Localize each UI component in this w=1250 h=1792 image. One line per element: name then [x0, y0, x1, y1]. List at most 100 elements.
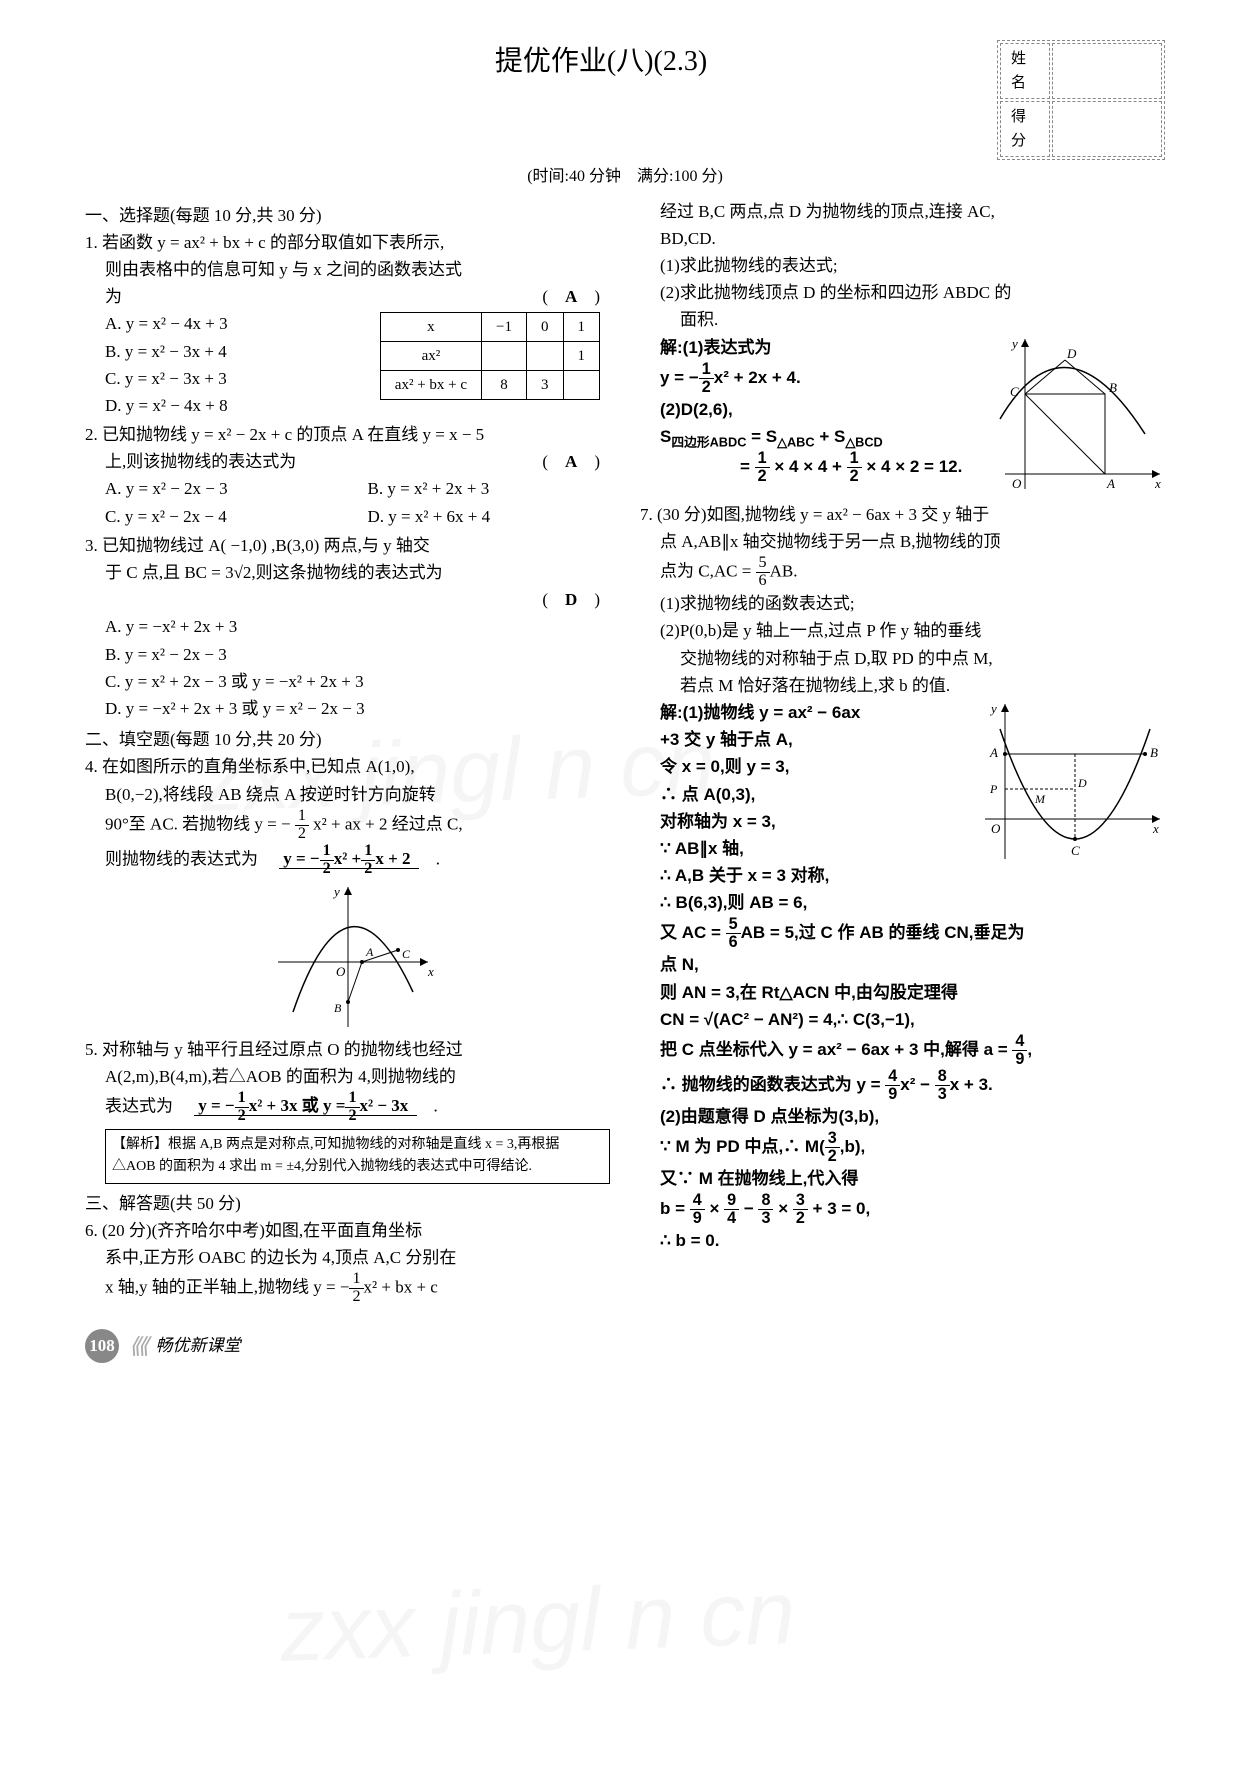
q1-table: x−101 ax²1 ax² + bx + c83 [380, 312, 600, 400]
section-3-title: 三、解答题(共 50 分) [85, 1190, 610, 1217]
q2-choice-A: A. y = x² − 2x − 3 [85, 475, 348, 502]
svg-text:M: M [1034, 792, 1046, 806]
q2-answer: ( A ) [542, 448, 600, 475]
q6-line5: BD,CD. [640, 225, 1165, 252]
question-6-cont: 经过 B,C 两点,点 D 为抛物线的顶点,连接 AC, BD,CD. (1)求… [640, 198, 1165, 485]
q7-l9: 点 N, [640, 951, 1165, 978]
svg-text:x: x [1152, 821, 1159, 836]
svg-text:x: x [1154, 476, 1161, 491]
q7-sub2c: 若点 M 恰好落在抛物线上,求 b 的值. [640, 672, 1165, 699]
q7-line3: 点为 C,AC = 56AB. [640, 555, 1165, 590]
q4-line4: 则抛物线的表达式为 y = −12x² +12x + 2 . [85, 843, 610, 878]
svg-text:C: C [1071, 843, 1080, 858]
q1-answer: ( A ) [542, 283, 600, 310]
question-7: 7. (30 分)如图,抛物线 y = ax² − 6ax + 3 交 y 轴于… [640, 501, 1165, 1254]
svg-text:D: D [1077, 776, 1087, 790]
question-3: 3. 已知抛物线过 A( −1,0) ,B(3,0) 两点,与 y 轴交 于 C… [85, 532, 610, 722]
svg-text:C: C [402, 947, 411, 961]
q4-figure: x y O A B C [258, 882, 438, 1032]
svg-text:y: y [332, 884, 340, 899]
svg-text:P: P [989, 782, 998, 796]
svg-text:O: O [1012, 476, 1022, 491]
q5-line2: A(2,m),B(4,m),若△AOB 的面积为 4,则抛物线的 [85, 1063, 610, 1090]
q7-l14: (2)由题意得 D 点坐标为(3,b), [640, 1103, 1165, 1130]
q3-choice-A: A. y = −x² + 2x + 3 [85, 613, 610, 640]
question-2: 2. 已知抛物线 y = x² − 2x + c 的顶点 A 在直线 y = x… [85, 421, 610, 530]
q4-line3: 90°至 AC. 若抛物线 y = − 12 x² + ax + 2 经过点 C… [85, 808, 610, 843]
question-5: 5. 对称轴与 y 轴平行且经过原点 O 的抛物线也经过 A(2,m),B(4,… [85, 1036, 610, 1184]
q5-line3: 表达式为 y = −12x² + 3x 或 y =12x² − 3x . [85, 1090, 610, 1125]
name-blank [1052, 43, 1162, 99]
q7-l7: ∴ B(6,3),则 AB = 6, [640, 889, 1165, 916]
q5-analysis: 【解析】根据 A,B 两点是对称点,可知抛物线的对称轴是直线 x = 3,再根据… [105, 1129, 610, 1184]
q6-sub2a: (2)求此抛物线顶点 D 的坐标和四边形 ABDC 的 [640, 279, 1165, 306]
q6-figure: x y O A B C D [985, 334, 1165, 494]
section-1-title: 一、选择题(每题 10 分,共 30 分) [85, 202, 610, 229]
q7-l13: ∴ 抛物线的函数表达式为 y = 49x² − 83x + 3. [640, 1068, 1165, 1103]
watermark: zxx jingl n cn [278, 1541, 798, 1703]
q1-line2: 则由表格中的信息可知 y 与 x 之间的函数表达式 [85, 256, 610, 283]
svg-text:A: A [1106, 476, 1115, 491]
svg-text:O: O [336, 964, 346, 979]
q6-line4: 经过 B,C 两点,点 D 为抛物线的顶点,连接 AC, [640, 198, 1165, 225]
q2-choice-C: C. y = x² − 2x − 4 [85, 503, 348, 530]
q3-choice-C: C. y = x² + 2x − 3 或 y = −x² + 2x + 3 [85, 668, 610, 695]
left-column: 一、选择题(每题 10 分,共 30 分) 1. 若函数 y = ax² + b… [85, 198, 610, 1308]
name-score-box: 姓名 得分 [997, 40, 1165, 160]
q7-l10: 则 AN = 3,在 Rt△ACN 中,由勾股定理得 [640, 979, 1165, 1006]
q6-sub1: (1)求此抛物线的表达式; [640, 252, 1165, 279]
svg-text:B: B [1150, 745, 1158, 760]
svg-text:B: B [334, 1001, 342, 1015]
chevron-icon: ⟪⟪ [129, 1328, 145, 1363]
q7-sub1: (1)求抛物线的函数表达式; [640, 590, 1165, 617]
q4-answer: y = −12x² +12x + 2 [279, 849, 419, 869]
question-4: 4. 在如图所示的直角坐标系中,已知点 A(1,0), B(0,−2),将线段 … [85, 753, 610, 1031]
q1-line3: 为 ( A ) [85, 283, 610, 310]
q3-choice-B: B. y = x² − 2x − 3 [85, 641, 610, 668]
question-1: 1. 若函数 y = ax² + bx + c 的部分取值如下表所示, 则由表格… [85, 229, 610, 419]
q7-l11: CN = √(AC² − AN²) = 4,∴ C(3,−1), [640, 1006, 1165, 1033]
name-label: 姓名 [1000, 43, 1050, 99]
section-2-title: 二、填空题(每题 10 分,共 20 分) [85, 726, 610, 753]
page-title: 提优作业(八)(2.3) [205, 40, 997, 85]
q7-l16: 又∵ M 在抛物线上,代入得 [640, 1165, 1165, 1192]
subtitle: (时间:40 分钟 满分:100 分) [85, 164, 1165, 190]
q6-line1: 6. (20 分)(齐齐哈尔中考)如图,在平面直角坐标 [85, 1217, 610, 1244]
footer: 108 ⟪⟪ 畅优新课堂 [85, 1328, 1165, 1363]
q3-line2: 于 C 点,且 BC = 3√2,则这条抛物线的表达式为 [85, 559, 610, 586]
svg-text:D: D [1066, 346, 1077, 361]
q2-line1: 2. 已知抛物线 y = x² − 2x + c 的顶点 A 在直线 y = x… [85, 421, 610, 448]
score-blank [1052, 101, 1162, 157]
question-6-start: 6. (20 分)(齐齐哈尔中考)如图,在平面直角坐标 系中,正方形 OABC … [85, 1217, 610, 1306]
svg-text:y: y [1010, 336, 1018, 351]
q7-line2: 点 A,AB∥x 轴交抛物线于另一点 B,抛物线的顶 [640, 528, 1165, 555]
q3-answer: ( D ) [542, 586, 600, 613]
q6-line2: 系中,正方形 OABC 的边长为 4,顶点 A,C 分别在 [85, 1244, 610, 1271]
q2-choice-D: D. y = x² + 6x + 4 [348, 503, 611, 530]
q7-sub2a: (2)P(0,b)是 y 轴上一点,过点 P 作 y 轴的垂线 [640, 617, 1165, 644]
header: 提优作业(八)(2.3) 姓名 得分 [85, 40, 1165, 160]
q6-line3: x 轴,y 轴的正半轴上,抛物线 y = −12x² + bx + c [85, 1271, 610, 1306]
svg-text:y: y [989, 701, 997, 716]
q5-answer: y = −12x² + 3x 或 y =12x² − 3x [194, 1096, 416, 1116]
svg-text:O: O [991, 821, 1001, 836]
right-column: 经过 B,C 两点,点 D 为抛物线的顶点,连接 AC, BD,CD. (1)求… [640, 198, 1165, 1308]
q3-line1: 3. 已知抛物线过 A( −1,0) ,B(3,0) 两点,与 y 轴交 [85, 532, 610, 559]
q6-sub2b: 面积. [640, 306, 1165, 333]
q7-l12: 把 C 点坐标代入 y = ax² − 6ax + 3 中,解得 a = 49, [640, 1033, 1165, 1068]
q2-line2: 上,则该抛物线的表达式为 ( A ) [85, 448, 610, 475]
q7-l17: b = 49 × 94 − 83 × 32 + 3 = 0, [640, 1192, 1165, 1227]
q7-l6: ∴ A,B 关于 x = 3 对称, [640, 862, 1165, 889]
q3-choice-D: D. y = −x² + 2x + 3 或 y = x² − 2x − 3 [85, 695, 610, 722]
q1-stem3: 为 [105, 287, 122, 306]
q7-sub2b: 交抛物线的对称轴于点 D,取 PD 的中点 M, [640, 645, 1165, 672]
q7-l8: 又 AC = 56AB = 5,过 C 作 AB 的垂线 CN,垂足为 [640, 916, 1165, 951]
footer-brand: 畅优新课堂 [155, 1332, 240, 1359]
q2-choice-B: B. y = x² + 2x + 3 [348, 475, 611, 502]
svg-text:x: x [427, 964, 434, 979]
q1-line1: 1. 若函数 y = ax² + bx + c 的部分取值如下表所示, [85, 229, 610, 256]
svg-text:A: A [365, 945, 374, 959]
q4-line1: 4. 在如图所示的直角坐标系中,已知点 A(1,0), [85, 753, 610, 780]
score-label: 得分 [1000, 101, 1050, 157]
page-number: 108 [85, 1329, 119, 1363]
